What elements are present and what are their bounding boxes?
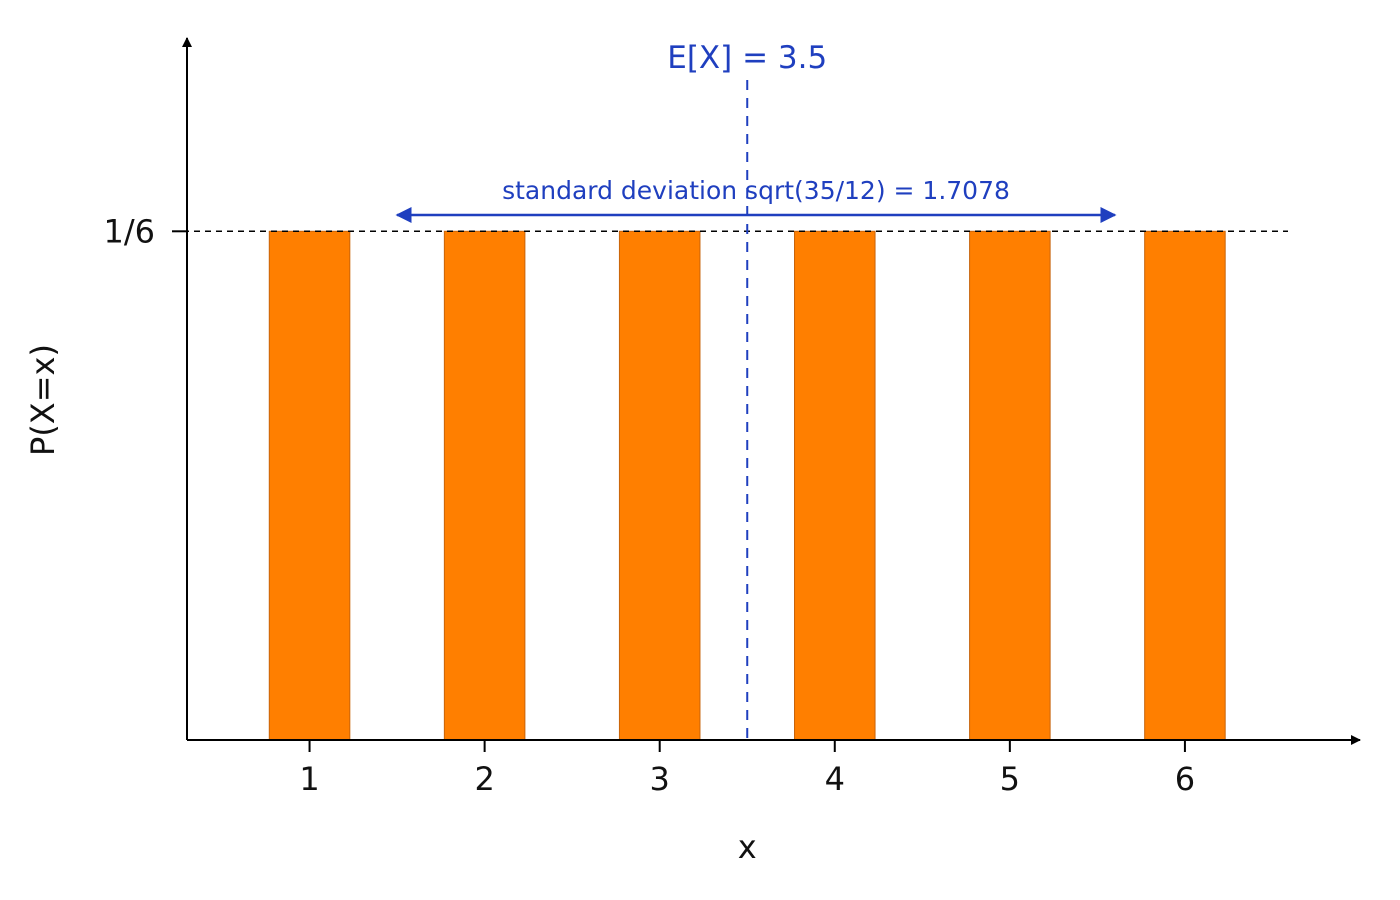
bar-2 <box>443 230 526 741</box>
mean-label: E[X] = 3.5 <box>667 40 827 76</box>
bar-6 <box>1144 230 1226 741</box>
x-tick-label-1: 1 <box>299 760 319 798</box>
x-tick-label-4: 4 <box>825 760 845 798</box>
std-deviation-label: standard deviation sqrt(35/12) = 1.7078 <box>502 176 1010 205</box>
bar-5 <box>969 230 1051 741</box>
y-tick-label: 1/6 <box>104 212 156 250</box>
x-tick-label-2: 2 <box>474 760 494 798</box>
x-ticks: 1 2 3 4 5 6 <box>299 740 1195 798</box>
y-axis-label: P(X=x) <box>24 344 62 456</box>
x-tick-label-3: 3 <box>650 760 670 798</box>
bar-3 <box>618 230 701 741</box>
bar-1 <box>268 230 351 741</box>
x-tick-label-5: 5 <box>1000 760 1020 798</box>
x-axis-label: x <box>738 828 757 866</box>
x-tick-label-6: 6 <box>1175 760 1195 798</box>
bar-4 <box>794 230 876 741</box>
bars <box>268 230 1226 741</box>
